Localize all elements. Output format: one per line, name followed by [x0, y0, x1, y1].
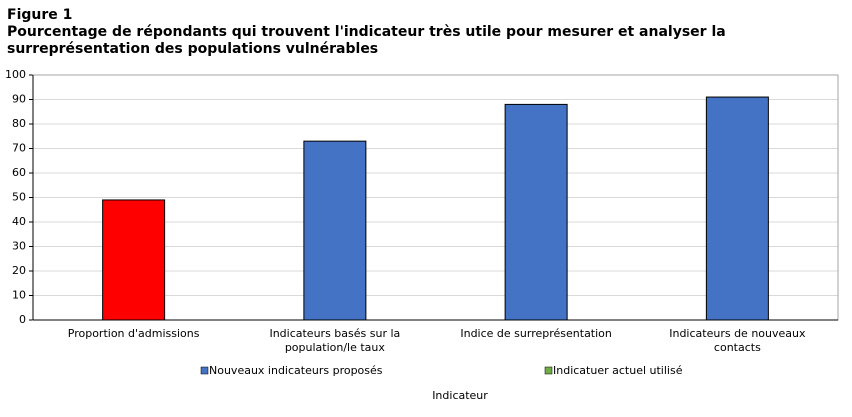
y-tick-label: 40 — [12, 215, 26, 228]
x-tick-label: Indicateurs basés sur la population/le t… — [269, 327, 401, 354]
y-tick-label: 90 — [12, 93, 26, 106]
y-tick-label: 10 — [12, 289, 26, 302]
y-tick-label: 30 — [12, 240, 26, 253]
y-tick-label: 80 — [12, 117, 26, 130]
y-tick-label: 70 — [12, 142, 26, 155]
y-tick-label: 100 — [5, 68, 26, 81]
y-tick-label: 0 — [19, 313, 26, 326]
x-tick-label: Proportion d'admissions — [67, 327, 200, 340]
figure-label: Figure 1 — [7, 7, 73, 23]
x-tick-label: Indice de surreprésentation — [460, 327, 612, 340]
chart-title: Pourcentage de répondants qui trouvent l… — [7, 24, 726, 57]
legend-swatch — [544, 366, 553, 375]
y-tick-label: 60 — [12, 166, 26, 179]
legend-label: Indicatuer actuel utilisé — [553, 364, 683, 377]
y-tick-label: 50 — [12, 191, 26, 204]
legend-label: Nouveaux indicateurs proposés — [209, 364, 383, 377]
x-axis-title: Indicateur — [432, 389, 488, 402]
bar — [705, 96, 769, 321]
legend-swatch — [200, 366, 209, 375]
x-tick-label: Indicateurs de nouveaux contacts — [669, 327, 806, 354]
bar — [102, 199, 166, 321]
y-tick-label: 20 — [12, 264, 26, 277]
bar — [303, 140, 367, 321]
bar — [504, 103, 568, 321]
